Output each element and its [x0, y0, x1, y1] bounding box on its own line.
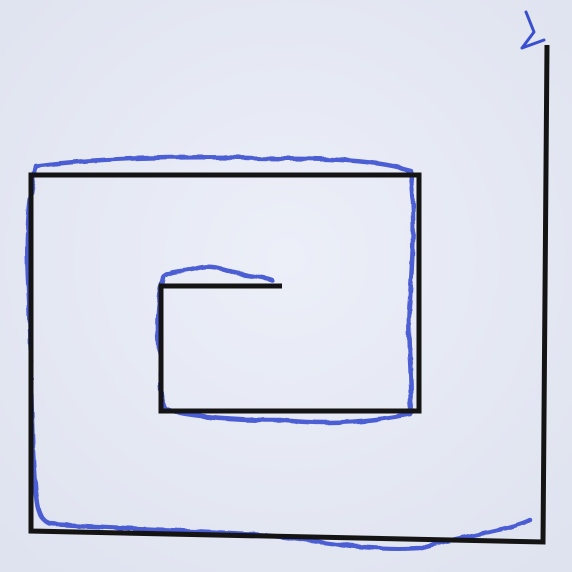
printed-spiral	[28, 44, 550, 545]
spiral-end-tail	[520, 10, 546, 50]
traced-pen-path	[25, 155, 533, 551]
